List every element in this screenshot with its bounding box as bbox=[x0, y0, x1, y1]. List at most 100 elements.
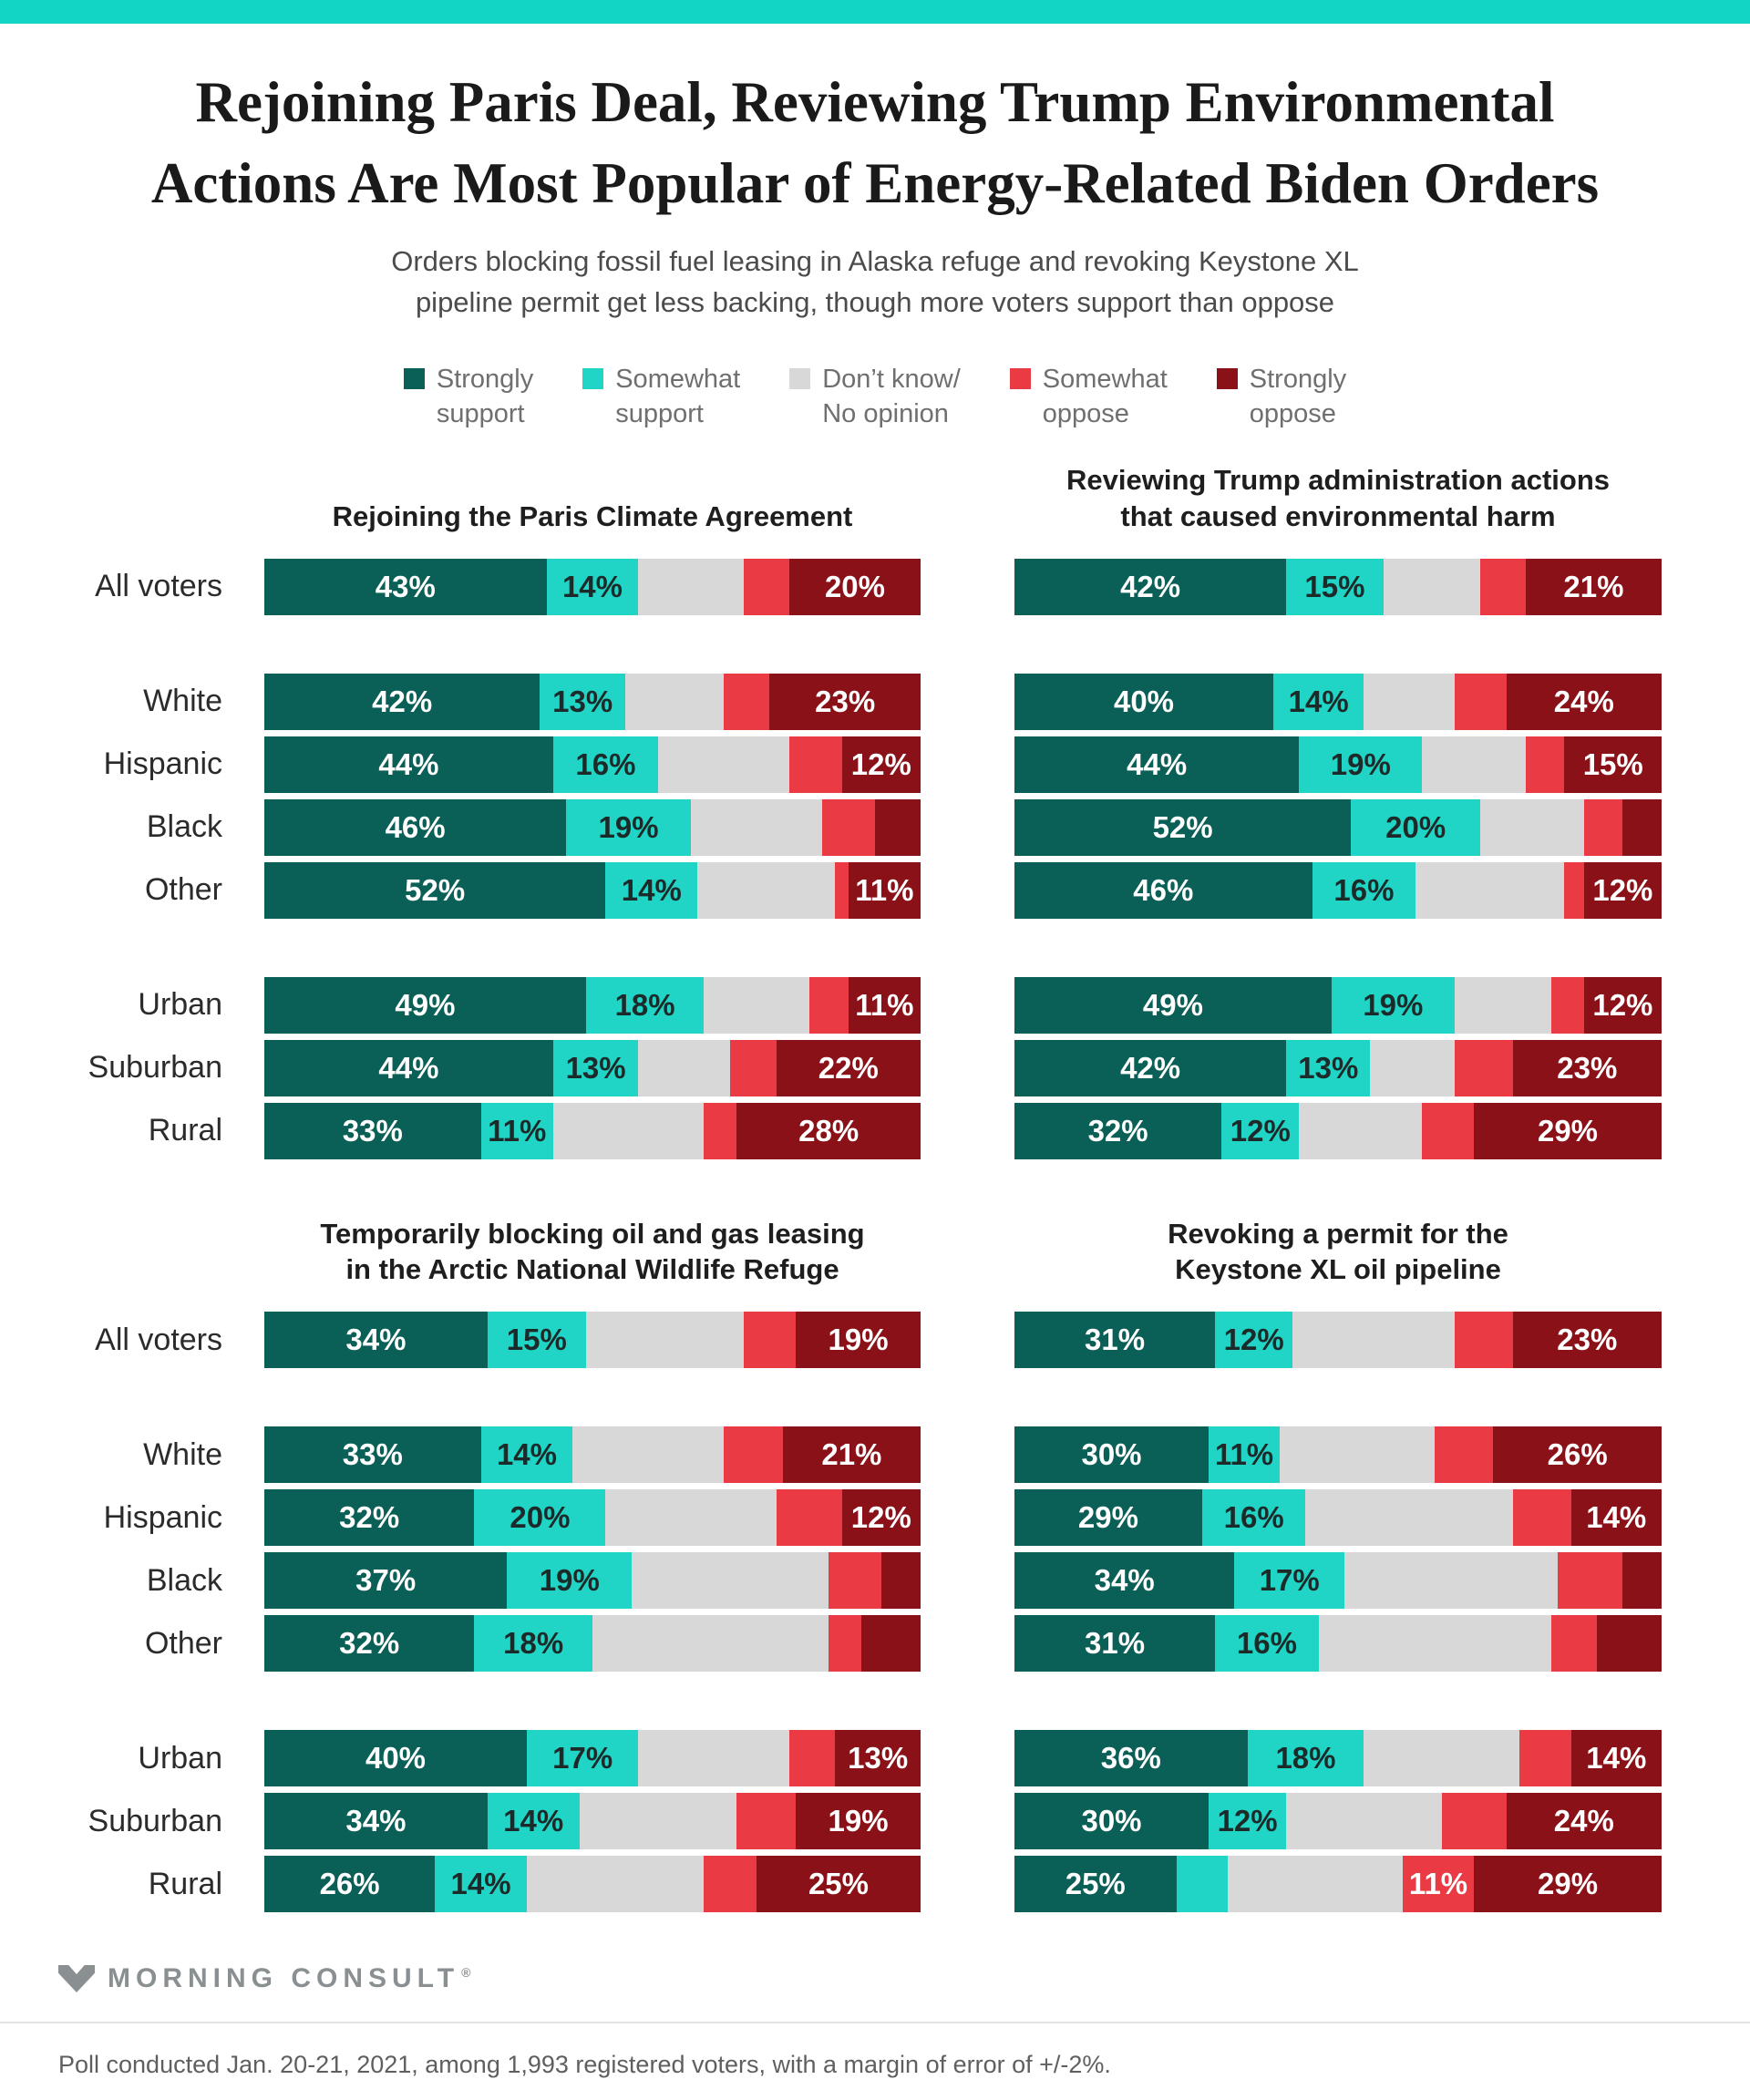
bar-group: Urban 40% 17% 13% 36% 18% 14% Suburban 34% 14% 19%… bbox=[0, 1730, 1750, 1912]
segment-value-label: 32% bbox=[339, 1626, 400, 1660]
legend-swatch-somewhat-oppose bbox=[1009, 367, 1031, 389]
segment-somewhat-support: 11% bbox=[480, 1102, 553, 1159]
row-label: Urban bbox=[138, 987, 222, 1023]
segment-somewhat-oppose bbox=[788, 1730, 836, 1786]
segment-somewhat-support: 16% bbox=[1215, 1615, 1319, 1672]
segment-strongly-support: 30% bbox=[1014, 1426, 1209, 1483]
segment-strongly-oppose: 12% bbox=[841, 1489, 921, 1546]
segment-value-label: 12% bbox=[1230, 1113, 1291, 1148]
bar-row-urban: Urban 49% 18% 11% 49% 19% 12% bbox=[59, 976, 1750, 1034]
segment-dont-know bbox=[1415, 861, 1565, 919]
segment-value-label: 15% bbox=[1304, 569, 1365, 603]
segment-dont-know bbox=[697, 861, 836, 919]
segment-strongly-oppose: 11% bbox=[848, 976, 921, 1034]
bar-row-white: White 33% 14% 21% 30% 11% 26% bbox=[59, 1426, 1750, 1483]
segment-somewhat-support: 14% bbox=[546, 558, 639, 615]
segment-value-label: 16% bbox=[1333, 872, 1395, 907]
segment-value-label: 21% bbox=[821, 1437, 882, 1471]
stacked-bar-keystone-xl-permit: 29% 16% 14% bbox=[1014, 1489, 1662, 1546]
segment-value-label: 29% bbox=[1077, 1500, 1138, 1534]
segment-somewhat-oppose bbox=[730, 1039, 777, 1096]
chart-subtitle-line-1: Orders blocking fossil fuel leasing in A… bbox=[391, 244, 1359, 277]
segment-somewhat-oppose bbox=[1480, 558, 1526, 615]
segment-strongly-support: 36% bbox=[1014, 1730, 1248, 1786]
segment-value-label: 16% bbox=[1223, 1500, 1284, 1534]
segment-strongly-support: 33% bbox=[264, 1102, 481, 1159]
segment-strongly-oppose: 21% bbox=[782, 1426, 921, 1483]
segment-somewhat-oppose bbox=[808, 976, 849, 1034]
segment-somewhat-oppose bbox=[723, 673, 770, 730]
segment-somewhat-oppose bbox=[1435, 1426, 1494, 1483]
segment-somewhat-oppose bbox=[1525, 736, 1565, 793]
stacked-bar-arctic-refuge-leasing: 40% 17% 13% bbox=[264, 1730, 921, 1786]
segment-value-label: 14% bbox=[503, 1804, 564, 1838]
segment-strongly-support: 30% bbox=[1014, 1793, 1209, 1849]
stacked-bar-reviewing-trump-actions: 46% 16% 12% bbox=[1014, 861, 1662, 919]
segment-value-label: 14% bbox=[1586, 1500, 1647, 1534]
stacked-bar-arctic-refuge-leasing: 33% 14% 21% bbox=[264, 1426, 921, 1483]
bar-row-white: White 42% 13% 23% 40% 14% 24% bbox=[59, 673, 1750, 730]
segment-somewhat-support: 14% bbox=[1273, 673, 1364, 730]
segment-somewhat-support: 20% bbox=[474, 1489, 606, 1546]
segment-dont-know bbox=[526, 1856, 705, 1912]
segment-somewhat-oppose bbox=[1512, 1489, 1571, 1546]
segment-value-label: 11% bbox=[488, 1113, 547, 1148]
segment-strongly-oppose bbox=[1596, 1615, 1662, 1672]
segment-strongly-support: 34% bbox=[1014, 1552, 1235, 1609]
segment-value-label: 52% bbox=[1152, 809, 1213, 844]
panel-titles-row: Rejoining the Paris Climate Agreement Rev… bbox=[59, 462, 1750, 534]
chart-title: Rejoining Paris Deal, Reviewing Trump En… bbox=[0, 62, 1750, 225]
stacked-bar-paris: 46% 19% bbox=[264, 798, 921, 856]
row-label: Urban bbox=[138, 1740, 222, 1776]
segment-somewhat-support: 19% bbox=[1331, 976, 1455, 1034]
segment-value-label: 16% bbox=[575, 746, 636, 781]
segment-value-label: 12% bbox=[850, 1500, 911, 1534]
legend-item-strongly-support: Strongly support bbox=[403, 362, 533, 432]
segment-somewhat-oppose bbox=[1558, 1552, 1623, 1609]
segment-value-label: 18% bbox=[614, 987, 675, 1022]
segment-somewhat-oppose bbox=[776, 1489, 842, 1546]
segment-strongly-support: 49% bbox=[1014, 976, 1332, 1034]
segment-strongly-support: 43% bbox=[264, 558, 547, 615]
segment-value-label: 32% bbox=[1087, 1113, 1148, 1148]
panel-title-reviewing-trump-actions: Reviewing Trump administration actions th… bbox=[1066, 464, 1610, 532]
stacked-bar-paris: 44% 16% 12% bbox=[264, 736, 921, 793]
row-label: Other bbox=[144, 872, 222, 908]
segment-value-label: 11% bbox=[1214, 1437, 1274, 1471]
segment-value-label: 31% bbox=[1085, 1323, 1146, 1356]
bar-row-suburban: Suburban 44% 13% 22% 42% 13% 23% bbox=[59, 1039, 1750, 1096]
row-label: Hispanic bbox=[103, 1499, 222, 1535]
segment-value-label: 13% bbox=[848, 1741, 909, 1775]
segment-dont-know bbox=[1305, 1489, 1513, 1546]
segment-somewhat-support: 13% bbox=[1286, 1039, 1371, 1096]
source-note: Poll conducted Jan. 20-21, 2021, among 1… bbox=[58, 2051, 1111, 2078]
segment-value-label: 12% bbox=[850, 746, 911, 781]
segment-value-label: 18% bbox=[1275, 1741, 1336, 1775]
segment-strongly-oppose bbox=[1622, 798, 1662, 856]
segment-value-label: 31% bbox=[1085, 1626, 1146, 1660]
stacked-bar-paris: 43% 14% 20% bbox=[264, 558, 921, 615]
panel-title-arctic-refuge-leasing: Temporarily blocking oil and gas leasing… bbox=[320, 1217, 865, 1286]
segment-strongly-oppose: 23% bbox=[1512, 1039, 1662, 1096]
segment-strongly-oppose: 29% bbox=[1474, 1102, 1662, 1159]
segment-somewhat-support: 17% bbox=[527, 1730, 639, 1786]
segment-value-label: 29% bbox=[1537, 1113, 1599, 1148]
row-label: Suburban bbox=[88, 1050, 222, 1086]
segment-strongly-oppose: 21% bbox=[1525, 558, 1662, 615]
segment-value-label: 28% bbox=[798, 1113, 860, 1148]
segment-dont-know bbox=[1280, 1426, 1436, 1483]
segment-dont-know bbox=[632, 1552, 829, 1609]
segment-somewhat-support: 17% bbox=[1234, 1552, 1345, 1609]
stacked-bar-reviewing-trump-actions: 49% 19% 12% bbox=[1014, 976, 1662, 1034]
stacked-bar-reviewing-trump-actions: 42% 13% 23% bbox=[1014, 1039, 1662, 1096]
segment-value-label: 29% bbox=[1537, 1867, 1599, 1900]
segment-value-label: 44% bbox=[1127, 746, 1188, 781]
segment-somewhat-oppose bbox=[821, 798, 875, 856]
segment-strongly-support: 44% bbox=[264, 736, 553, 793]
bar-group: White 42% 13% 23% 40% 14% 24% Hispanic 44% 16% 12%… bbox=[0, 673, 1750, 919]
segment-somewhat-oppose bbox=[1564, 861, 1584, 919]
segment-strongly-support: 46% bbox=[1014, 861, 1312, 919]
bar-row-urban: Urban 40% 17% 13% 36% 18% 14% bbox=[59, 1730, 1750, 1786]
segment-dont-know bbox=[1344, 1552, 1559, 1609]
segment-value-label: 19% bbox=[539, 1563, 600, 1597]
